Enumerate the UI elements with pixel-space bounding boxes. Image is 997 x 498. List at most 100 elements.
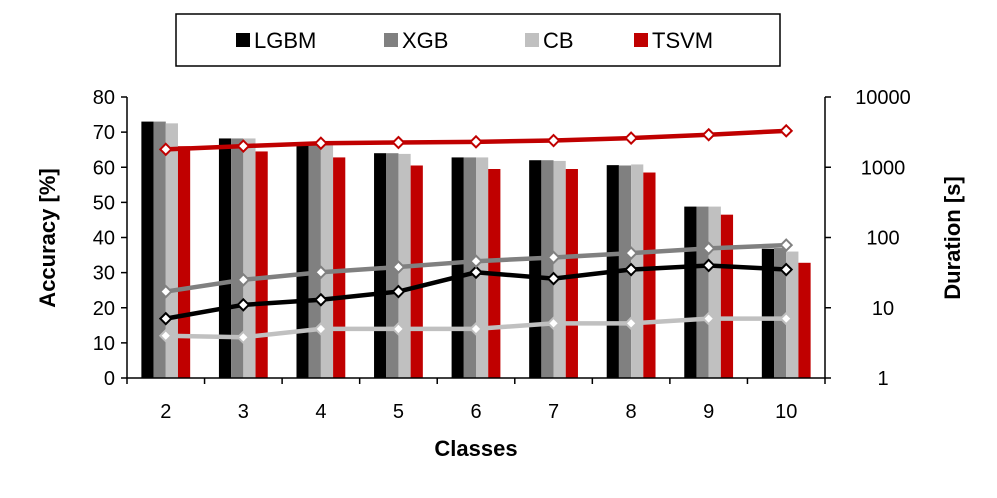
marker-lgbm-9 bbox=[701, 258, 716, 273]
bar-xgb-10 bbox=[774, 248, 787, 378]
bar-cb-9 bbox=[708, 206, 721, 378]
legend-swatch-xgb bbox=[384, 33, 398, 47]
x-tick-label: 5 bbox=[393, 401, 404, 423]
bar-lgbm-6 bbox=[451, 157, 464, 378]
bar-lgbm-2 bbox=[141, 121, 154, 379]
marker-xgb-2 bbox=[158, 284, 173, 299]
bar-tsvm-8 bbox=[643, 172, 656, 378]
bar-cb-6 bbox=[476, 157, 489, 378]
x-ticks: 2 3 4 5 6 7 8 9 10 bbox=[126, 378, 826, 423]
bar-cb-7 bbox=[553, 160, 566, 378]
bar-xgb-2 bbox=[153, 121, 166, 379]
y2-tick-label: 100 bbox=[866, 228, 899, 250]
bar-lgbm-4 bbox=[296, 144, 309, 378]
marker-lgbm-7 bbox=[546, 271, 561, 286]
bar-cb-3 bbox=[243, 138, 256, 378]
marker-tsvm-4 bbox=[313, 136, 328, 151]
y-tick-label: 0 bbox=[104, 368, 115, 390]
marker-tsvm-8 bbox=[624, 131, 639, 146]
marker-cb-8 bbox=[624, 316, 639, 331]
bar-lgbm-7 bbox=[529, 160, 542, 378]
x-tick-label: 8 bbox=[626, 401, 637, 423]
marker-lgbm-3 bbox=[236, 297, 251, 312]
y2-tick-label: 1 bbox=[877, 368, 888, 390]
marker-lgbm-5 bbox=[391, 284, 406, 299]
marker-xgb-5 bbox=[391, 260, 406, 274]
marker-tsvm-9 bbox=[701, 127, 716, 142]
bar-lgbm-9 bbox=[684, 206, 697, 378]
marker-cb-9 bbox=[701, 311, 716, 326]
bar-cb-4 bbox=[320, 144, 334, 378]
y-axis-label: Accuracy [%] bbox=[35, 168, 60, 307]
y-tick-label: 30 bbox=[93, 263, 115, 285]
x-tick-label: 2 bbox=[160, 401, 171, 423]
y2-tick-label: 1000 bbox=[861, 157, 906, 179]
legend-swatch-cb bbox=[525, 33, 539, 47]
marker-lgbm-2 bbox=[158, 311, 173, 326]
x-tick-label: 7 bbox=[548, 401, 559, 423]
x-tick-label: 6 bbox=[470, 401, 481, 423]
legend-swatch-lgbm bbox=[236, 33, 250, 47]
marker-cb-10 bbox=[779, 311, 794, 326]
bar-tsvm-2 bbox=[177, 146, 191, 378]
marker-xgb-6 bbox=[469, 254, 483, 269]
marker-cb-2 bbox=[158, 328, 173, 343]
x-tick-label: 4 bbox=[315, 401, 326, 423]
marker-tsvm-3 bbox=[236, 139, 251, 154]
marker-xgb-9 bbox=[701, 241, 716, 256]
y-tick-label: 70 bbox=[93, 122, 115, 144]
bar-tsvm-10 bbox=[798, 262, 811, 378]
marker-lgbm-6 bbox=[469, 265, 483, 280]
y2-tick-label: 10000 bbox=[855, 87, 911, 109]
bar-cb-10 bbox=[786, 251, 799, 378]
x-axis-label: Classes bbox=[434, 436, 517, 461]
legend-label-cb: CB bbox=[543, 28, 574, 53]
legend-box bbox=[175, 13, 781, 67]
marker-lgbm-8 bbox=[624, 262, 639, 277]
marker-cb-7 bbox=[546, 316, 561, 331]
marker-cb-4 bbox=[313, 321, 328, 336]
bar-tsvm-3 bbox=[255, 151, 268, 378]
bar-tsvm-4 bbox=[333, 157, 346, 378]
y2-tick-label: 10 bbox=[872, 298, 894, 320]
bar-xgb-3 bbox=[231, 138, 244, 378]
x-tick-label: 9 bbox=[703, 401, 714, 423]
y-tick-label: 60 bbox=[93, 157, 115, 179]
legend: LGBM XGB CB TSVM bbox=[175, 13, 781, 67]
bar-xgb-7 bbox=[541, 160, 554, 378]
marker-cb-3 bbox=[236, 330, 251, 345]
bar-lgbm-5 bbox=[374, 153, 387, 378]
marker-lgbm-10 bbox=[779, 262, 794, 277]
marker-tsvm-6 bbox=[469, 134, 483, 149]
legend-label-xgb: XGB bbox=[402, 28, 448, 53]
y-ticks: 0 10 20 30 40 50 60 70 80 bbox=[93, 87, 127, 390]
marker-xgb-4 bbox=[313, 265, 328, 280]
x-tick-label: 3 bbox=[238, 401, 249, 423]
marker-tsvm-7 bbox=[546, 133, 561, 148]
legend-label-lgbm: LGBM bbox=[254, 28, 316, 53]
marker-xgb-8 bbox=[624, 246, 639, 260]
y-tick-label: 50 bbox=[93, 192, 115, 214]
marker-tsvm-5 bbox=[391, 135, 406, 150]
bar-xgb-9 bbox=[696, 206, 709, 378]
bar-lgbm-10 bbox=[761, 248, 775, 378]
marker-xgb-7 bbox=[546, 250, 561, 265]
y-tick-label: 10 bbox=[93, 333, 115, 355]
bar-tsvm-7 bbox=[565, 169, 578, 378]
marker-tsvm-10 bbox=[779, 123, 794, 138]
marker-xgb-3 bbox=[236, 272, 251, 287]
marker-xgb-10 bbox=[779, 238, 794, 252]
marker-cb-5 bbox=[391, 321, 406, 336]
x-tick-label: 10 bbox=[775, 401, 797, 423]
y2-ticks: 1 10 100 1000 10000 bbox=[825, 87, 911, 390]
marker-cb-6 bbox=[469, 321, 483, 336]
bar-xgb-4 bbox=[308, 144, 321, 378]
marker-tsvm-2 bbox=[158, 142, 173, 157]
legend-swatch-tsvm bbox=[634, 33, 648, 47]
y2-axis-label: Duration [s] bbox=[940, 176, 965, 299]
bar-xgb-6 bbox=[463, 157, 476, 378]
bar-cb-2 bbox=[165, 123, 178, 378]
bar-tsvm-9 bbox=[720, 214, 734, 378]
bar-tsvm-5 bbox=[410, 165, 423, 378]
